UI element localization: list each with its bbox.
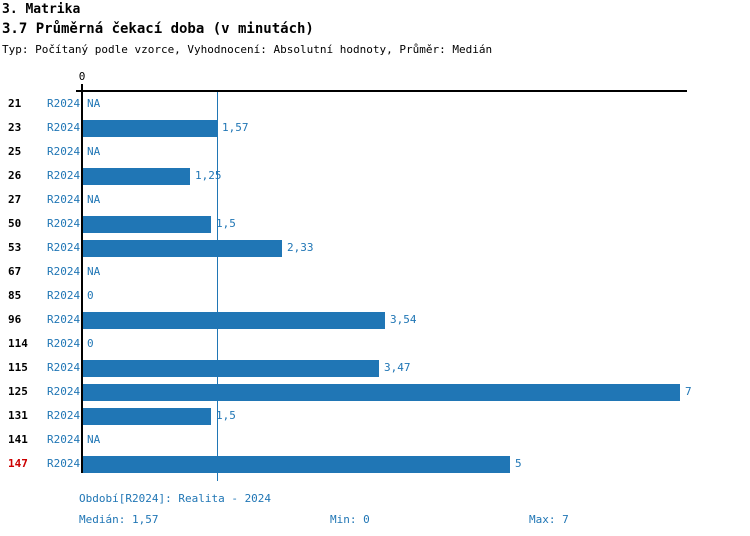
row-period-label: R2024 <box>47 457 81 470</box>
bar <box>83 120 217 137</box>
row-period-label: R2024 <box>47 145 81 158</box>
chart-row: 67 R2024 NA <box>0 260 750 284</box>
bar <box>83 360 379 377</box>
chart-row: 141 R2024 NA <box>0 428 750 452</box>
chart-row: 147 R2024 5 <box>0 452 750 476</box>
row-period-label: R2024 <box>47 385 81 398</box>
median-reference-line <box>217 92 218 481</box>
bar-value-label: 0 <box>87 337 94 350</box>
footer-max-stat: Max: 7 <box>529 513 569 526</box>
row-period-label: R2024 <box>47 193 81 206</box>
row-id-label: 114 <box>8 337 28 350</box>
row-period-label: R2024 <box>47 265 81 278</box>
chart-row: 114 R2024 0 <box>0 332 750 356</box>
bar-value-label: 1,5 <box>216 409 236 422</box>
row-period-label: R2024 <box>47 121 81 134</box>
bar-value-label: NA <box>87 145 101 158</box>
bar-value-label: 1,57 <box>222 121 249 134</box>
bar-value-label: 0 <box>87 289 94 302</box>
row-id-label: 85 <box>8 289 22 302</box>
chart-row: 53 R2024 2,33 <box>0 236 750 260</box>
row-id-label: 50 <box>8 217 22 230</box>
footer-min-stat: Min: 0 <box>330 513 370 526</box>
chart-row: 96 R2024 3,54 <box>0 308 750 332</box>
row-period-label: R2024 <box>47 361 81 374</box>
footer-median-stat: Medián: 1,57 <box>79 513 159 526</box>
axis-zero-label: 0 <box>78 70 86 83</box>
bar-rows-container: 21 R2024 NA 23 R2024 1,57 25 R2024 NA 26 R2024 1,25… <box>0 92 750 476</box>
chart-meta-line: Typ: Počítaný podle vzorce, Vyhodnocení:… <box>2 43 493 56</box>
row-period-label: R2024 <box>47 97 81 110</box>
row-id-label: 26 <box>8 169 22 182</box>
row-id-label: 147 <box>8 457 28 470</box>
row-id-label: 23 <box>8 121 22 134</box>
chart-row: 131 R2024 1,5 <box>0 404 750 428</box>
chart-row: 27 R2024 NA <box>0 188 750 212</box>
bar <box>83 408 211 425</box>
bar-value-label: 3,47 <box>384 361 411 374</box>
bar <box>83 456 510 473</box>
bar-value-label: NA <box>87 97 101 110</box>
bar <box>83 216 211 233</box>
chart-row: 25 R2024 NA <box>0 140 750 164</box>
bar-value-label: NA <box>87 433 101 446</box>
y-axis-line <box>81 84 83 473</box>
row-id-label: 141 <box>8 433 28 446</box>
chart-row: 115 R2024 3,47 <box>0 356 750 380</box>
bar-value-label: 2,33 <box>287 241 314 254</box>
footer-period-info: Období[R2024]: Realita - 2024 <box>79 492 272 505</box>
chart-row: 23 R2024 1,57 <box>0 116 750 140</box>
chart-row: 21 R2024 NA <box>0 92 750 116</box>
row-period-label: R2024 <box>47 433 81 446</box>
chart-title: 3.7 Průměrná čekací doba (v minutách) <box>2 21 314 37</box>
row-period-label: R2024 <box>47 217 81 230</box>
bar <box>83 240 282 257</box>
chart-row: 85 R2024 0 <box>0 284 750 308</box>
row-id-label: 25 <box>8 145 22 158</box>
row-id-label: 53 <box>8 241 22 254</box>
row-id-label: 115 <box>8 361 28 374</box>
bar-value-label: NA <box>87 193 101 206</box>
bar-value-label: 5 <box>515 457 522 470</box>
row-id-label: 131 <box>8 409 28 422</box>
x-axis-line <box>76 90 687 92</box>
bar <box>83 312 385 329</box>
bar-value-label: 7 <box>685 385 692 398</box>
row-id-label: 21 <box>8 97 22 110</box>
row-id-label: 96 <box>8 313 22 326</box>
row-period-label: R2024 <box>47 289 81 302</box>
section-title: 3. Matrika <box>2 2 81 17</box>
chart-row: 125 R2024 7 <box>0 380 750 404</box>
bar <box>83 384 680 401</box>
chart-row: 26 R2024 1,25 <box>0 164 750 188</box>
row-period-label: R2024 <box>47 409 81 422</box>
bar <box>83 168 190 185</box>
row-period-label: R2024 <box>47 169 81 182</box>
bar-value-label: 1,25 <box>195 169 222 182</box>
bar-value-label: NA <box>87 265 101 278</box>
bar-value-label: 1,5 <box>216 217 236 230</box>
row-id-label: 67 <box>8 265 22 278</box>
row-period-label: R2024 <box>47 313 81 326</box>
row-id-label: 125 <box>8 385 28 398</box>
row-period-label: R2024 <box>47 337 81 350</box>
row-id-label: 27 <box>8 193 22 206</box>
row-period-label: R2024 <box>47 241 81 254</box>
bar-value-label: 3,54 <box>390 313 417 326</box>
chart-row: 50 R2024 1,5 <box>0 212 750 236</box>
